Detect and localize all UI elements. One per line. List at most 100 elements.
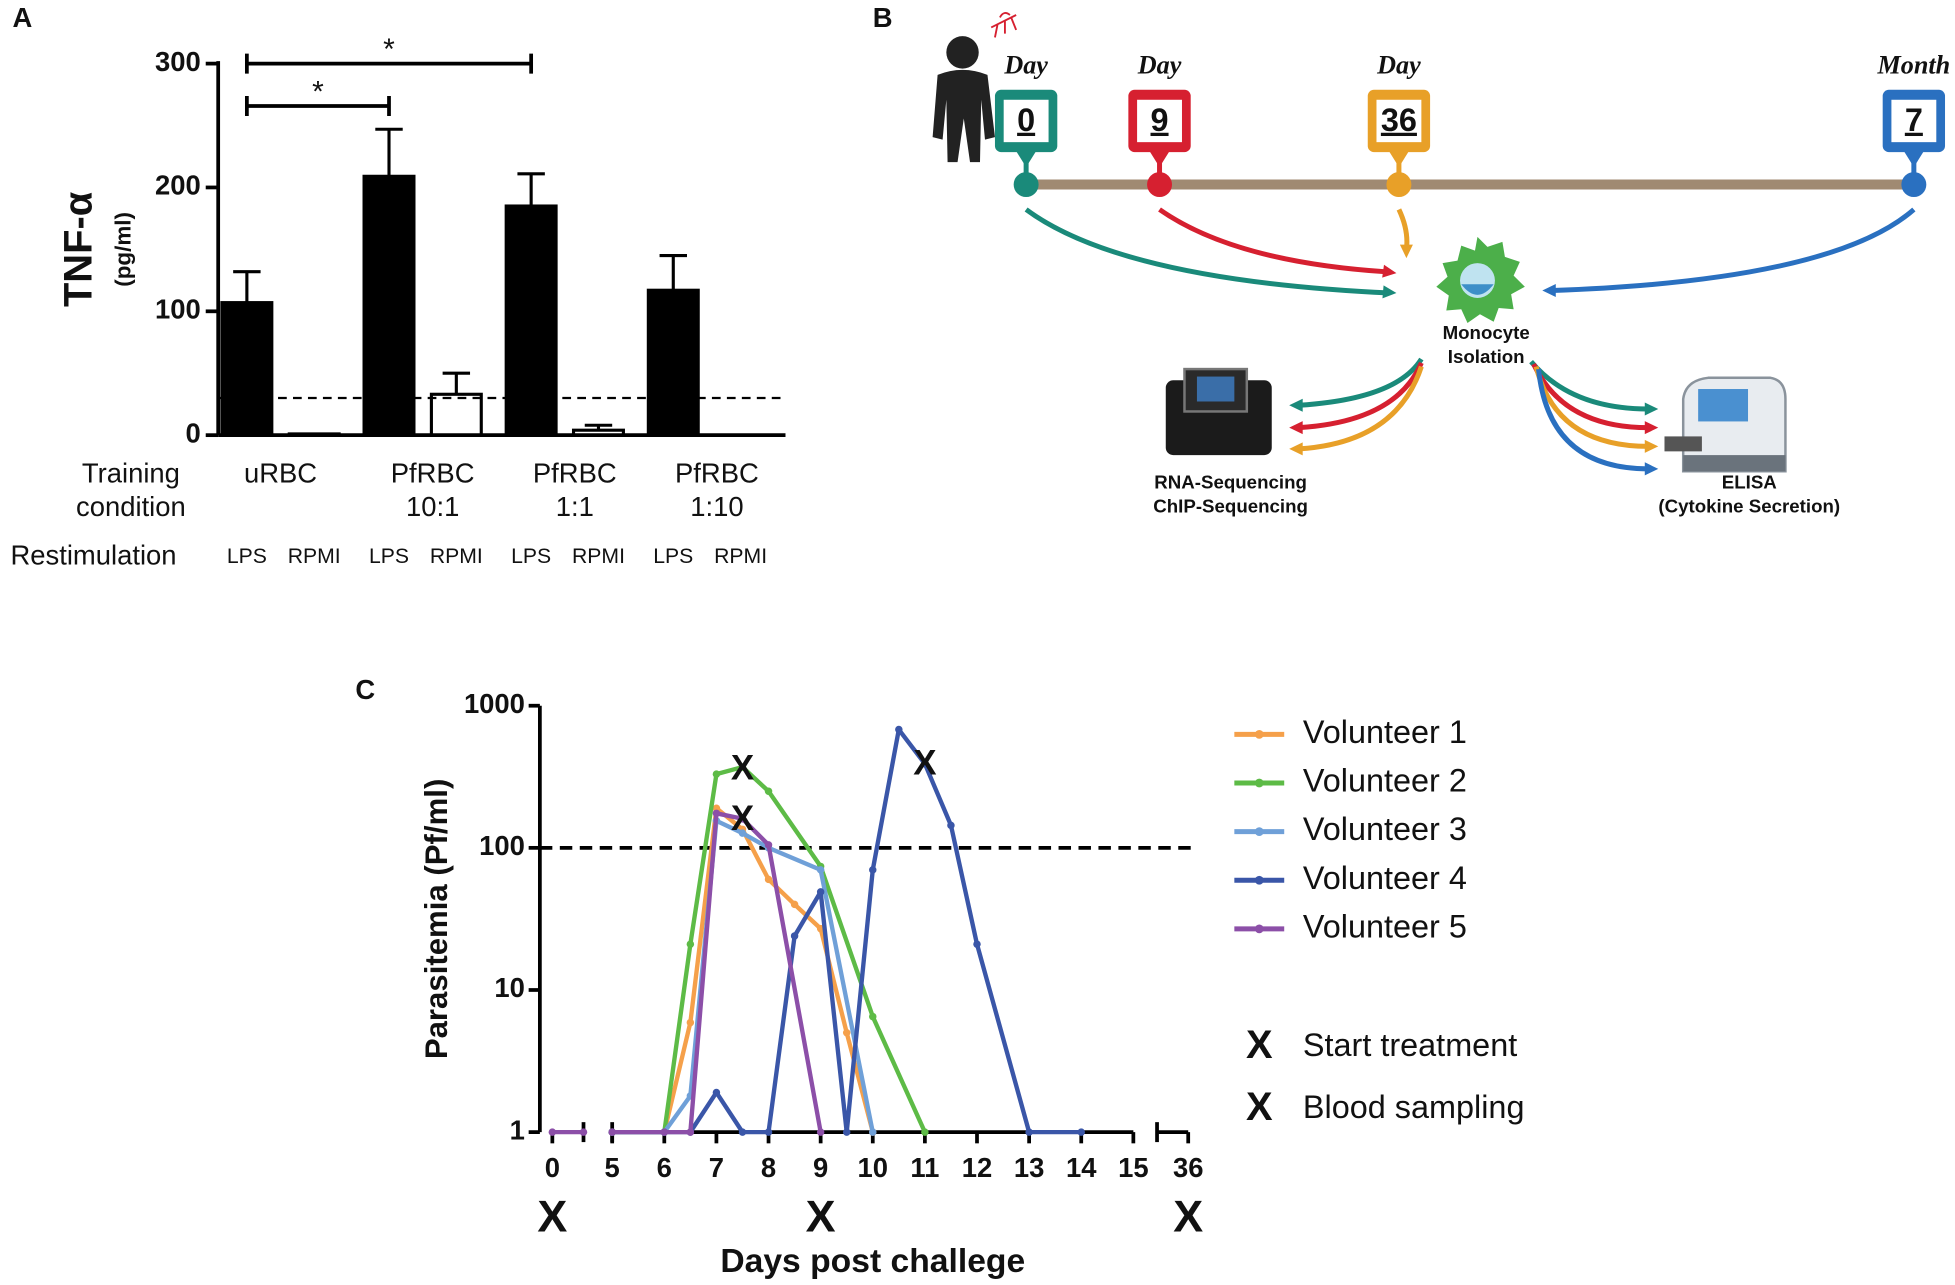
bar bbox=[220, 301, 274, 437]
data-point bbox=[816, 1128, 825, 1136]
data-point bbox=[660, 1128, 669, 1136]
data-point bbox=[686, 1018, 695, 1027]
diagram-label: Isolation bbox=[1448, 346, 1525, 367]
bar bbox=[646, 288, 700, 437]
row-label: Restimulation bbox=[10, 540, 176, 571]
significance-label: * bbox=[383, 33, 395, 66]
data-point bbox=[921, 1128, 929, 1136]
group-label: 1:1 bbox=[556, 491, 594, 522]
x-tick-label: 12 bbox=[962, 1152, 992, 1183]
data-point bbox=[895, 725, 903, 734]
data-point bbox=[869, 866, 877, 874]
significance-label: * bbox=[312, 75, 324, 108]
data-point bbox=[869, 1128, 877, 1136]
arrowhead bbox=[1382, 285, 1397, 299]
arrowhead bbox=[1289, 398, 1303, 412]
diagram-label: ChIP-Sequencing bbox=[1153, 495, 1308, 516]
data-point bbox=[712, 1088, 721, 1097]
group-label: PfRBC bbox=[391, 457, 475, 488]
data-point bbox=[548, 1128, 557, 1136]
diagram-label: RNA-Sequencing bbox=[1154, 472, 1307, 493]
marker: X bbox=[806, 1190, 836, 1241]
diagram-label: Monocyte bbox=[1443, 322, 1530, 343]
x-tick-label: LPS bbox=[511, 545, 551, 568]
legend-label: Volunteer 4 bbox=[1303, 860, 1467, 896]
x-tick-label: LPS bbox=[653, 545, 693, 568]
arrowhead bbox=[1289, 421, 1303, 435]
y-tick-label: 1000 bbox=[464, 688, 525, 719]
y-tick-label: 1 bbox=[510, 1114, 525, 1145]
legend-label: Blood sampling bbox=[1303, 1089, 1525, 1125]
arrow bbox=[1536, 368, 1649, 472]
timepoint-number: 7 bbox=[1905, 102, 1923, 138]
legend-dot bbox=[1254, 778, 1264, 788]
y-tick-label: 10 bbox=[494, 972, 524, 1003]
arrow bbox=[1552, 207, 1916, 294]
data-point bbox=[712, 809, 721, 818]
panel-label: C bbox=[355, 674, 375, 705]
arrowhead bbox=[1542, 284, 1556, 298]
x-tick-label: 36 bbox=[1173, 1152, 1203, 1183]
group-label: 10:1 bbox=[406, 491, 459, 522]
arrowhead bbox=[1644, 421, 1659, 435]
y-axis-title: TNF-α bbox=[57, 191, 101, 307]
data-point bbox=[1077, 1128, 1085, 1136]
series-line bbox=[612, 727, 1082, 1135]
mosquito-icon bbox=[990, 12, 1018, 38]
marker: X bbox=[537, 1190, 567, 1241]
arrowhead bbox=[1644, 462, 1659, 476]
data-point bbox=[579, 1128, 588, 1136]
data-point bbox=[790, 900, 799, 909]
data-point bbox=[816, 888, 825, 896]
timepoint bbox=[1901, 172, 1927, 198]
data-point bbox=[842, 1128, 851, 1136]
arrowhead bbox=[1644, 402, 1659, 416]
row-label: condition bbox=[76, 491, 186, 522]
panel-label: A bbox=[12, 2, 32, 33]
data-point bbox=[973, 940, 981, 948]
significance-bracket bbox=[244, 53, 534, 74]
marker: X bbox=[731, 799, 754, 838]
legend-label: Volunteer 1 bbox=[1303, 714, 1467, 750]
x-tick-label: 14 bbox=[1066, 1152, 1097, 1183]
series-line bbox=[612, 764, 927, 1135]
calendar-face bbox=[1376, 99, 1422, 143]
panel-label: B bbox=[873, 2, 893, 33]
group-label: PfRBC bbox=[533, 457, 617, 488]
x-tick-label: LPS bbox=[369, 545, 409, 568]
x-tick-label: 10 bbox=[858, 1152, 888, 1183]
timepoint-number: 9 bbox=[1151, 102, 1169, 138]
x-tick-label: 15 bbox=[1118, 1152, 1148, 1183]
legend-dot bbox=[1254, 924, 1264, 934]
x-tick-label: RPMI bbox=[288, 545, 341, 568]
y-tick-label: 200 bbox=[155, 170, 201, 201]
series-line bbox=[612, 818, 875, 1135]
marker: X bbox=[1173, 1190, 1203, 1241]
group-label: PfRBC bbox=[675, 457, 759, 488]
y-tick-label: 0 bbox=[185, 417, 200, 448]
timepoint bbox=[1386, 172, 1412, 198]
arrow bbox=[1396, 208, 1410, 250]
data-point bbox=[947, 821, 955, 830]
legend-dot bbox=[1254, 730, 1264, 739]
marker: X bbox=[913, 744, 936, 783]
data-point bbox=[738, 1128, 747, 1136]
monocyte-icon bbox=[1436, 236, 1525, 323]
legend-label: Start treatment bbox=[1303, 1027, 1517, 1063]
data-point bbox=[608, 1128, 616, 1136]
data-point bbox=[764, 787, 773, 796]
y-tick-label: 100 bbox=[155, 294, 201, 325]
arrow bbox=[1158, 207, 1387, 275]
data-point bbox=[816, 866, 825, 874]
elisa-icon bbox=[1664, 376, 1787, 473]
x-axis-title: Days post challege bbox=[720, 1243, 1025, 1280]
legend-label: Volunteer 3 bbox=[1303, 811, 1467, 847]
sequencer-icon bbox=[1165, 367, 1272, 456]
bar bbox=[362, 174, 416, 437]
timepoint-unit: Month bbox=[1876, 50, 1950, 79]
calendar-face bbox=[1137, 99, 1182, 143]
row-label: Training bbox=[82, 457, 180, 488]
x-tick-label: RPMI bbox=[714, 545, 767, 568]
y-tick-label: 100 bbox=[479, 830, 525, 861]
